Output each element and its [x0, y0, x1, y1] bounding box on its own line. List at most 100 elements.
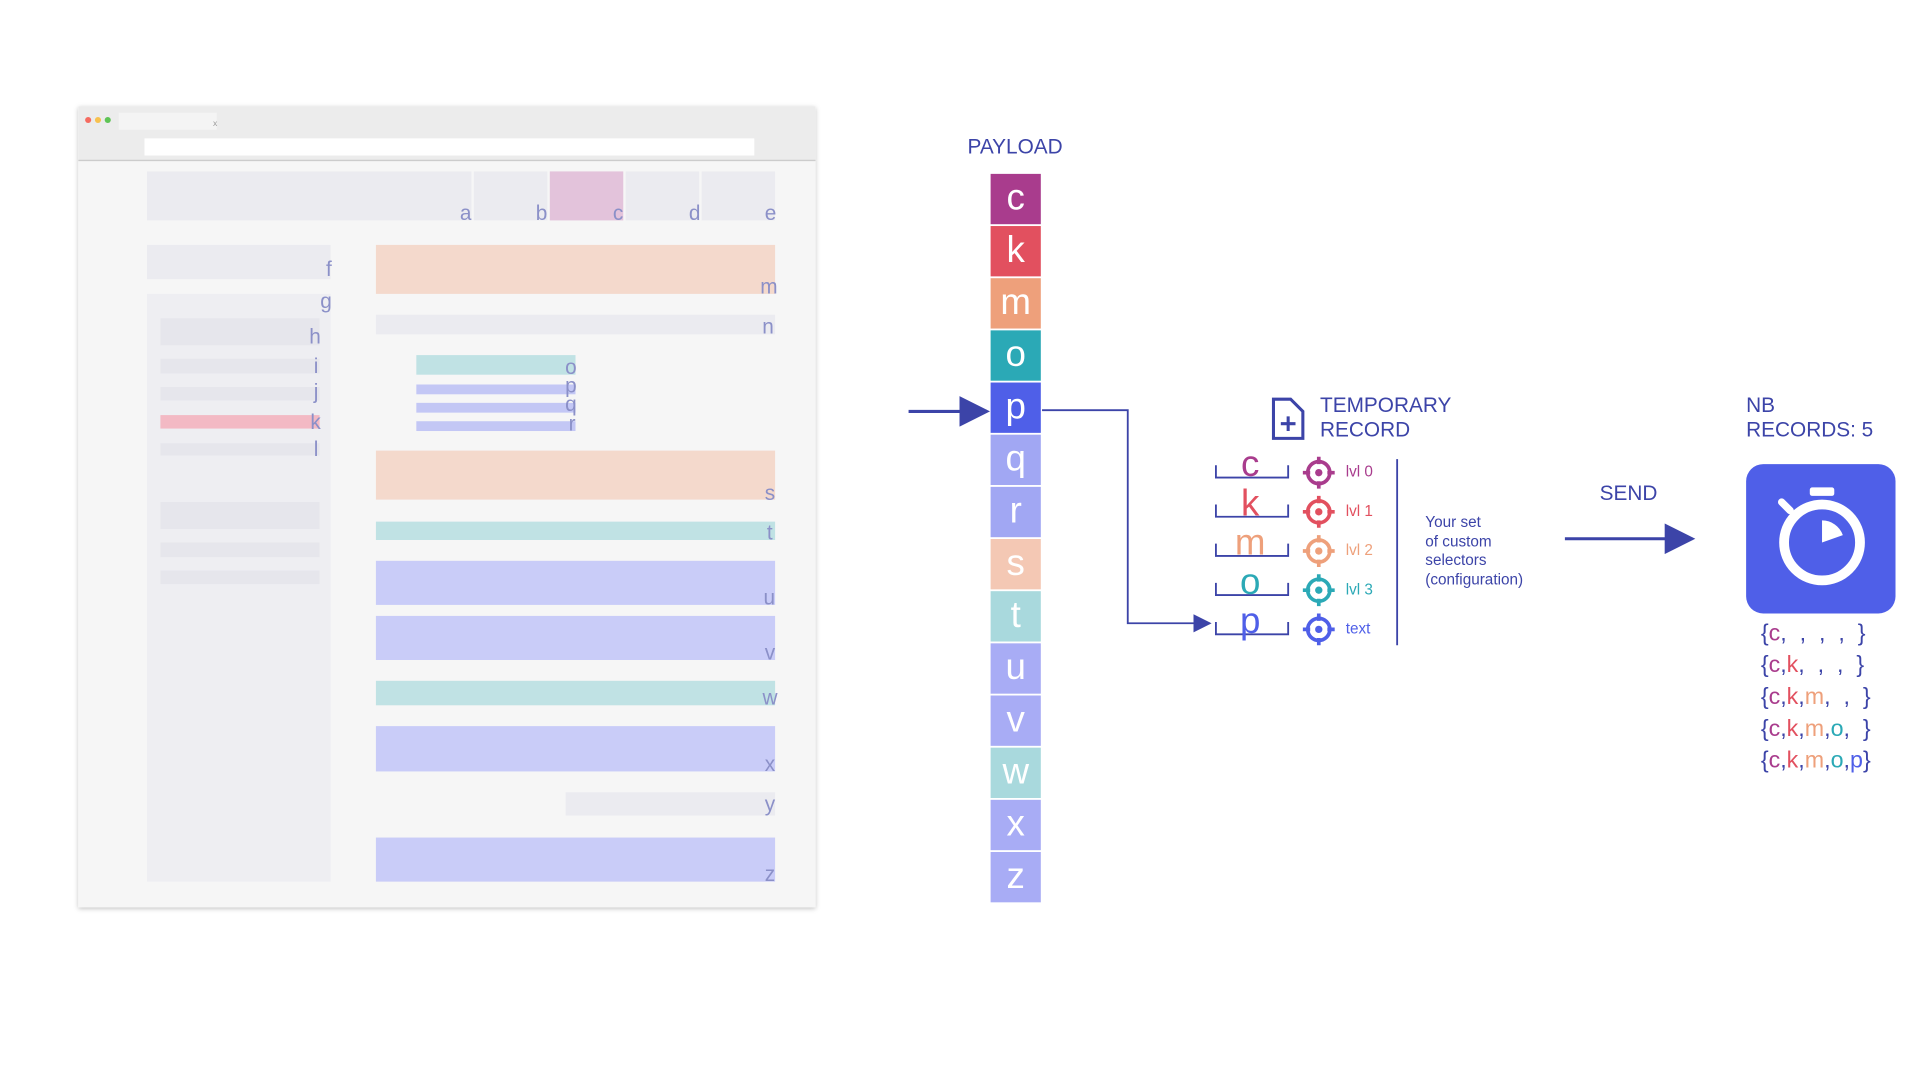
label: h — [309, 325, 321, 348]
record-part: k — [1787, 715, 1799, 741]
record-part: , , } — [1824, 683, 1871, 709]
payload-cell — [990, 278, 1041, 329]
target-label: lvl 3 — [1346, 581, 1373, 598]
record-line: {c,k,m,o,p} — [1761, 747, 1871, 773]
nb-title: RECORDS: 5 — [1746, 419, 1873, 442]
target-dot — [1315, 468, 1323, 477]
record-line: {c,k, , , } — [1761, 651, 1865, 677]
bracket — [1215, 622, 1290, 636]
record-part: , — [1798, 747, 1804, 773]
record-part: , — [1844, 747, 1850, 773]
record-title: RECORD — [1320, 419, 1410, 442]
target-label: text — [1346, 620, 1371, 637]
connector — [1042, 409, 1212, 633]
label: e — [765, 202, 777, 225]
label: k — [310, 411, 321, 434]
record-part: , — [1798, 683, 1804, 709]
record-part: { — [1761, 747, 1769, 773]
payload-cell — [990, 643, 1041, 694]
record-part: o — [1831, 747, 1844, 773]
record-part: c — [1769, 619, 1781, 645]
payload-cell — [990, 486, 1041, 538]
label: m — [760, 275, 777, 298]
record-part: { — [1761, 715, 1769, 741]
note: Your set of custom selectors (configurat… — [1425, 514, 1523, 589]
record-letter: o — [1240, 561, 1260, 602]
blocks — [146, 171, 776, 882]
payload-letter: t — [1011, 594, 1021, 635]
label: d — [689, 202, 701, 225]
record-part: , — [1780, 651, 1786, 677]
dot — [94, 116, 102, 124]
record-part: , , , , } — [1780, 619, 1866, 645]
dot — [104, 116, 111, 124]
target-dot — [1315, 586, 1323, 594]
record-rows: c lvl 0 k lvl 1 m lvl 2 o lvl 3 p text — [1215, 443, 1373, 646]
label: p — [565, 374, 577, 397]
browser-mockup: x a b c d e f g h i j k l m n o p q r s … — [78, 106, 816, 908]
target-ticks — [1302, 495, 1335, 528]
payload-letter: p — [1006, 385, 1026, 426]
label: l — [314, 438, 319, 461]
payload-cell — [990, 799, 1041, 851]
record-part: k — [1787, 747, 1799, 773]
note-line: of custom — [1425, 533, 1491, 550]
payload-cell — [990, 226, 1041, 277]
record-part: , } — [1844, 715, 1871, 741]
label: j — [313, 381, 319, 404]
tab-close: x — [213, 118, 218, 128]
bracket — [1215, 582, 1290, 597]
target-dot — [1315, 547, 1323, 555]
label: c — [613, 202, 623, 225]
record-title: TEMPORARY — [1320, 394, 1451, 417]
nb-title: NB — [1746, 394, 1775, 417]
payload-letter: z — [1007, 855, 1025, 896]
label: x — [765, 753, 776, 776]
record-part: k — [1787, 651, 1799, 677]
record-part: c — [1769, 747, 1781, 773]
label: a — [460, 202, 472, 225]
note-line: selectors — [1425, 552, 1487, 569]
record-part: , — [1824, 747, 1830, 773]
url-bar — [144, 138, 755, 156]
record-part: , — [1780, 715, 1786, 741]
file-icon — [1271, 397, 1305, 440]
record-part: , — [1780, 747, 1786, 773]
record-part: { — [1761, 651, 1769, 677]
label: z — [765, 863, 775, 886]
record-part: c — [1769, 715, 1781, 741]
payload-cell — [990, 591, 1041, 642]
payload-cell — [990, 330, 1041, 381]
record-letter: k — [1241, 482, 1260, 523]
record-part: m — [1805, 747, 1824, 773]
note-line: (configuration) — [1425, 571, 1523, 588]
record-part: , — [1780, 683, 1786, 709]
record-part: , , , } — [1798, 651, 1864, 677]
payload-cell — [990, 434, 1041, 486]
label: y — [765, 793, 776, 816]
record-part: c — [1769, 651, 1781, 677]
tab — [118, 112, 217, 130]
record-part: , — [1824, 715, 1830, 741]
label: w — [762, 687, 779, 710]
payload-letter: q — [1006, 437, 1026, 478]
bracket — [1215, 504, 1290, 518]
payload-letter: u — [1006, 646, 1026, 687]
mockup-labels: a b c d e f g h i j k l m n o p q r s t … — [309, 202, 778, 886]
target-ticks — [1302, 535, 1335, 567]
records: {c, , , , }{c,k, , , }{c,k,m, , }{c,k,m,… — [1761, 619, 1871, 772]
record-line: {c,k,m,o, } — [1761, 715, 1871, 741]
payload-title: PAYLOAD — [968, 136, 1063, 159]
payload-letter: o — [1006, 333, 1026, 374]
note-line: Your set — [1425, 514, 1481, 531]
label: v — [765, 641, 776, 664]
record-letter: p — [1240, 600, 1260, 641]
label: b — [536, 202, 548, 225]
label: n — [762, 316, 774, 339]
payload-letter: k — [1007, 229, 1026, 270]
payload-letter: w — [1001, 750, 1029, 791]
dot — [85, 116, 92, 124]
